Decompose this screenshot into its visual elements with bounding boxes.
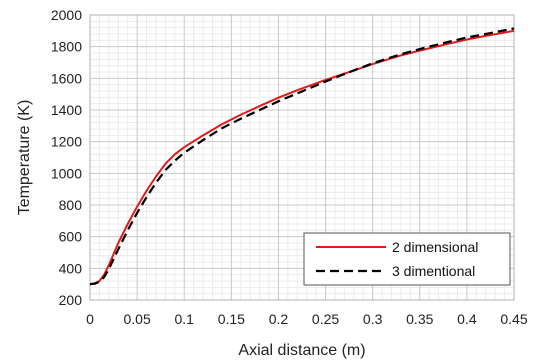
legend-label-2-dimensional: 2 dimensional: [392, 239, 478, 255]
y-tick-label: 1600: [51, 70, 82, 86]
x-tick-label: 0.4: [457, 311, 477, 327]
x-tick-label: 0.2: [269, 311, 289, 327]
y-tick-label: 1000: [51, 165, 82, 181]
x-tick-label: 0.15: [218, 311, 245, 327]
x-tick-label: 0: [86, 311, 94, 327]
y-tick-label: 1400: [51, 102, 82, 118]
y-tick-label: 1800: [51, 39, 82, 55]
y-tick-label: 600: [59, 229, 83, 245]
series-line-0: [89, 29, 515, 286]
x-tick-label: 0.05: [123, 311, 150, 327]
series-layer: [89, 27, 515, 286]
series-line-1: [89, 27, 515, 286]
legend-label-3-dimentional: 3 dimentional: [392, 263, 475, 279]
x-tick-label: 0.25: [312, 311, 339, 327]
plot-area-frame: [89, 14, 515, 301]
y-tick-labels: 200 400 600 800 1000 1200 1400 1600 1800 2000: [51, 7, 82, 308]
x-tick-label: 0.1: [174, 311, 194, 327]
y-tick-label: 2000: [51, 7, 82, 23]
y-tick-label: 800: [59, 197, 83, 213]
x-tick-label: 0.45: [500, 311, 527, 327]
legend-box: [303, 232, 511, 286]
y-tick-label: 400: [59, 260, 83, 276]
y-tick-label: 1200: [51, 134, 82, 150]
legend: 2 dimensional 3 dimentional: [303, 232, 511, 286]
y-axis-title: Temperature (K): [16, 100, 33, 216]
x-tick-labels: 0 0.05 0.1 0.15 0.2 0.25 0.3 0.35 0.4 0.45: [86, 311, 528, 327]
x-tick-label: 0.3: [363, 311, 383, 327]
x-tick-label: 0.35: [406, 311, 433, 327]
y-tick-label: 200: [59, 292, 83, 308]
x-axis-title: Axial distance (m): [238, 342, 365, 359]
